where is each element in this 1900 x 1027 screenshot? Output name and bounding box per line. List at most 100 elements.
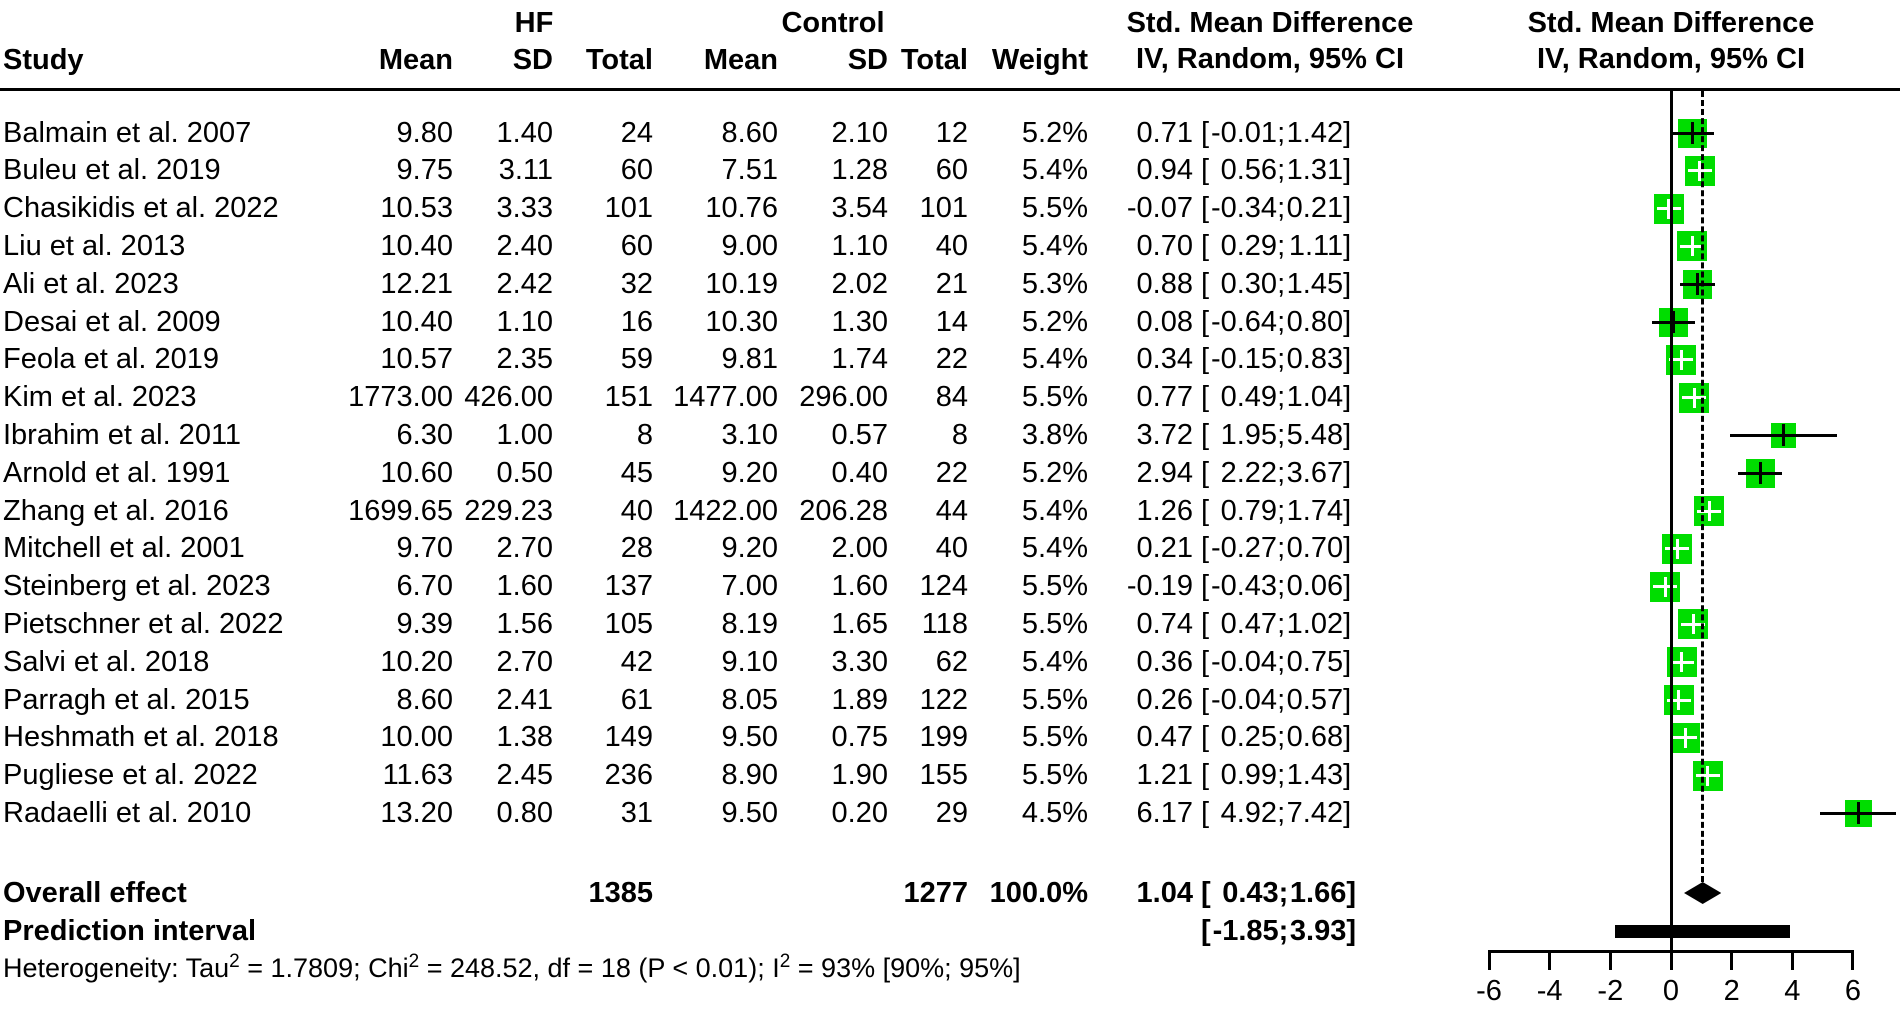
ci-upper: 1.74 <box>1286 494 1344 527</box>
hf-mean: 9.80 <box>396 116 453 149</box>
bracket-open: [ <box>1201 381 1210 414</box>
hf-total: 149 <box>604 721 653 754</box>
weight: 5.5% <box>1021 192 1088 225</box>
ci-text: [-0.34; 0.21] <box>1193 192 1351 225</box>
smd-value: -0.19 <box>1126 570 1193 603</box>
hf-sd: 426.00 <box>464 381 553 414</box>
bracket-open: [ <box>1201 343 1210 376</box>
ci-lower: -0.04 <box>1210 683 1278 716</box>
hf-total: 40 <box>620 494 653 527</box>
hf-total: 60 <box>620 229 653 262</box>
bracket-close: ] <box>1343 683 1352 716</box>
study-name: Arnold et al. 1991 <box>3 456 231 489</box>
ci-text: [1.95; 5.48] <box>1193 419 1351 452</box>
ci-lower: 0.79 <box>1220 494 1278 527</box>
group-header-hf: HF <box>514 7 554 39</box>
ci-text: [2.22; 3.67] <box>1193 457 1351 490</box>
table-row: Buleu et al. 2019 9.75 3.11 60 7.51 1.28… <box>0 152 1420 190</box>
bracket-close: ] <box>1343 456 1352 489</box>
study-name: Parragh et al. 2015 <box>3 683 250 716</box>
smd-value: 0.26 <box>1136 683 1193 716</box>
table-row: Radaelli et al. 2010 13.20 0.80 31 9.50 … <box>0 794 1420 832</box>
control-mean: 7.51 <box>721 154 778 187</box>
control-mean: 8.60 <box>721 116 778 149</box>
control-total: 84 <box>935 381 968 414</box>
study-name: Ibrahim et al. 2011 <box>3 418 242 451</box>
table-row: Desai et al. 2009 10.40 1.10 16 10.30 1.… <box>0 303 1420 341</box>
control-mean: 8.90 <box>721 759 778 792</box>
bracket-close: ] <box>1343 305 1352 338</box>
col-hf-total: Total <box>585 43 653 76</box>
axis-tick <box>1851 950 1855 970</box>
ci-lower: -0.34 <box>1210 192 1278 225</box>
table-row: Salvi et al. 2018 10.20 2.70 42 9.10 3.3… <box>0 643 1420 681</box>
hf-mean: 11.63 <box>382 759 453 792</box>
hf-total: 105 <box>604 607 653 640</box>
weight: 5.2% <box>1021 456 1088 489</box>
col-control-total: Total <box>900 43 968 76</box>
control-total: 29 <box>935 796 968 829</box>
hf-sd: 3.33 <box>496 192 553 225</box>
control-total: 12 <box>935 116 968 149</box>
ci-lower: 0.99 <box>1220 759 1278 792</box>
weight: 5.4% <box>1021 532 1088 565</box>
axis-tick-label: -6 <box>1476 975 1502 1007</box>
ci-separator: ; <box>1277 154 1286 187</box>
smd-value: 2.94 <box>1136 456 1193 489</box>
column-header-smd: Std. Mean Difference <box>1126 7 1414 39</box>
axis-tick <box>1790 950 1794 970</box>
weight: 4.5% <box>1021 796 1088 829</box>
smd-value: 0.71 <box>1136 116 1193 149</box>
control-total: 122 <box>919 683 968 716</box>
ci-upper: 1.31 <box>1286 154 1344 187</box>
ci-text: [0.47; 1.02] <box>1193 608 1351 641</box>
ci-upper: 7.42 <box>1286 796 1344 829</box>
bracket-open: [ <box>1201 267 1210 300</box>
hf-sd: 3.11 <box>498 154 553 187</box>
ci-separator: ; <box>1277 607 1286 640</box>
control-total: 155 <box>919 759 968 792</box>
control-total: 8 <box>951 418 968 451</box>
hf-mean: 10.60 <box>380 456 453 489</box>
bracket-open: [ <box>1201 607 1210 640</box>
hf-sd: 1.00 <box>496 418 553 451</box>
hf-total: 61 <box>620 683 653 716</box>
hf-total: 151 <box>604 381 653 414</box>
ci-separator: ; <box>1277 759 1286 792</box>
bracket-open: [ <box>1201 876 1211 909</box>
hf-mean: 8.60 <box>396 683 453 716</box>
table-row: Zhang et al. 2016 1699.65 229.23 40 1422… <box>0 492 1420 530</box>
bracket-close: ] <box>1343 532 1352 565</box>
control-sd: 0.20 <box>831 796 888 829</box>
hf-mean: 10.53 <box>380 192 453 225</box>
hf-total: 31 <box>620 796 653 829</box>
control-mean: 1422.00 <box>673 494 778 527</box>
bracket-close: ] <box>1343 116 1352 149</box>
control-total: 101 <box>919 192 968 225</box>
ci-lower: 0.49 <box>1220 381 1278 414</box>
study-name: Ali et al. 2023 <box>3 267 179 300</box>
ci-text: [-0.15; 0.83] <box>1193 343 1351 376</box>
prediction-label: Prediction interval <box>3 914 257 947</box>
hf-mean: 10.20 <box>380 645 453 678</box>
table-row: Heshmath et al. 2018 10.00 1.38 149 9.50… <box>0 719 1420 757</box>
control-total: 62 <box>935 645 968 678</box>
bracket-close: ] <box>1343 418 1352 451</box>
hf-mean: 9.39 <box>396 607 453 640</box>
control-total: 40 <box>935 532 968 565</box>
ci-lower: 1.95 <box>1220 418 1278 451</box>
ci-text: [-0.04; 0.75] <box>1193 646 1351 679</box>
prediction-interval-bar <box>1614 925 1791 938</box>
ci-upper: 1.43 <box>1286 759 1344 792</box>
hf-total: 137 <box>604 570 653 603</box>
ci-separator: ; <box>1277 418 1286 451</box>
smd-value: 1.21 <box>1136 759 1193 792</box>
point-estimate-cross-v <box>1679 349 1683 370</box>
point-estimate-cross-v <box>1675 538 1679 559</box>
table-row: Ali et al. 2023 12.21 2.42 32 10.19 2.02… <box>0 265 1420 303</box>
ci-separator: ; <box>1277 305 1286 338</box>
bracket-close: ] <box>1343 796 1352 829</box>
ci-text: [-0.43; 0.06] <box>1193 570 1351 603</box>
bracket-close: ] <box>1343 570 1352 603</box>
ci-separator: ; <box>1277 381 1286 414</box>
